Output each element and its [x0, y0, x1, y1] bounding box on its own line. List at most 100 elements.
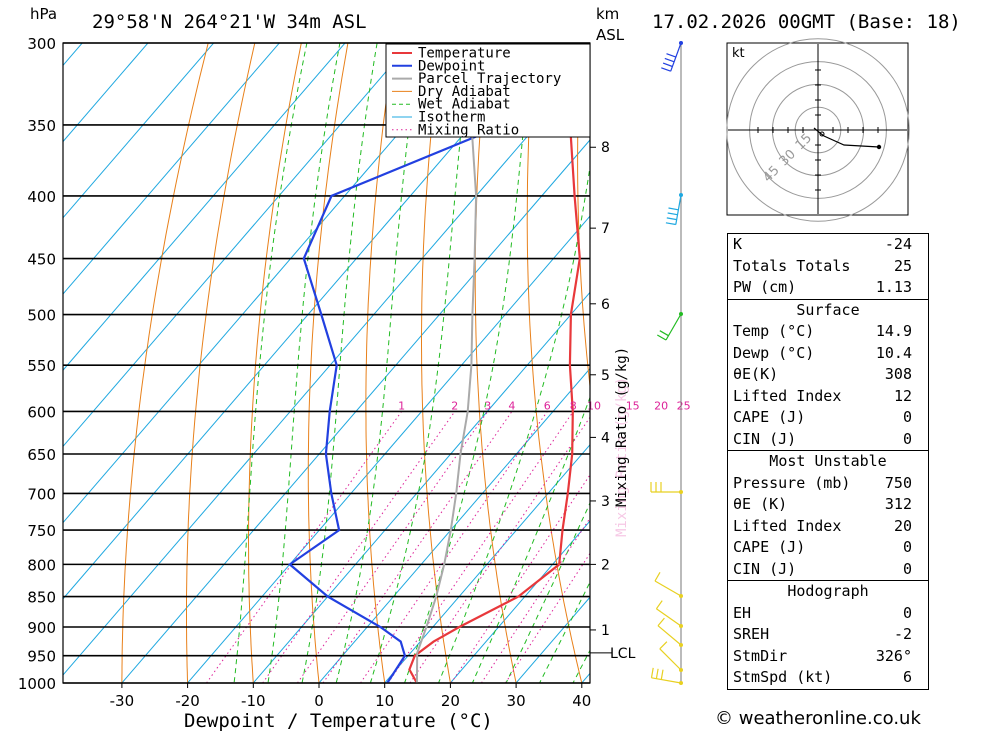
- k-label: K: [733, 235, 743, 253]
- surface-cin: 0: [902, 429, 912, 448]
- wind-barb-flag: [666, 53, 677, 58]
- hodo-title: Hodograph: [787, 582, 869, 600]
- stmspd-label: StmSpd (kt): [733, 668, 833, 686]
- wind-barb-flag: [661, 67, 671, 72]
- hodograph-unit: kt: [732, 46, 745, 61]
- wind-barb-flag: [657, 617, 665, 627]
- pressure-tick-label: 500: [27, 307, 56, 325]
- tt-value: 25: [893, 256, 912, 275]
- wet-adiabat-line: [267, 43, 341, 683]
- pressure-tick-label: 350: [27, 117, 56, 135]
- wind-barb-flag: [655, 600, 663, 610]
- mixing-ratio-tick-label: 4: [508, 399, 515, 412]
- wind-barb-flag: [665, 222, 676, 226]
- hodograph-end-dot: [876, 144, 882, 150]
- x-tick-label: 0: [314, 692, 324, 710]
- km-tick-label: 6: [601, 297, 610, 313]
- mu-cin-label: CIN (J): [733, 559, 797, 578]
- isotherm-line: [121, 139, 590, 683]
- wet-adiabat-line: [505, 501, 590, 683]
- wind-barb-flag: [657, 334, 667, 341]
- isotherm-line: [63, 43, 281, 295]
- pressure-tick-label: 750: [27, 522, 56, 540]
- isotherm-line: [63, 43, 412, 448]
- wind-barb-flag: [662, 62, 673, 68]
- x-tick-label: -30: [110, 692, 135, 710]
- isotherm-line: [318, 367, 590, 683]
- mu-cin: 0: [902, 559, 912, 578]
- x-axis-label: Dewpoint / Temperature (°C): [184, 710, 493, 732]
- wind-barb-flag: [667, 212, 678, 216]
- wind-barb-flag: [659, 641, 668, 650]
- isotherm-line: [63, 43, 346, 371]
- pw-value: 1.13: [875, 278, 912, 296]
- datetime-title: 17.02.2026 00GMT (Base: 18): [652, 11, 961, 33]
- eh-label: EH: [733, 603, 752, 622]
- wind-barb-staff: [656, 608, 682, 627]
- mixing-ratio-tick-label: 15: [626, 399, 640, 412]
- km-tick-label: 7: [601, 221, 610, 237]
- mu-cape: 0: [902, 538, 912, 556]
- wind-barb-flag: [654, 572, 661, 582]
- surface-temp: 14.9: [875, 322, 912, 340]
- km-tick-label: 2: [601, 557, 610, 573]
- mu-theta-label: θE (K): [733, 495, 788, 513]
- hodograph-ring: [726, 38, 910, 222]
- pressure-tick-label: 900: [27, 619, 56, 637]
- wet-adiabat-line: [471, 396, 590, 683]
- wind-barb-flag: [668, 207, 679, 211]
- mixing-ratio-line: [206, 411, 403, 683]
- surface-cape: 0: [902, 408, 912, 426]
- wind-barb-flag: [664, 57, 675, 63]
- wind-barb-staff: [659, 648, 682, 671]
- stmdir-value: 326°: [875, 646, 912, 665]
- x-tick-label: -10: [241, 692, 266, 710]
- pressure-tick-label: 300: [27, 35, 56, 53]
- mixing-ratio-tick-label: 3: [484, 399, 491, 412]
- wet-adiabat-line: [437, 162, 590, 683]
- x-tick-label: -20: [175, 692, 200, 710]
- pressure-tick-label: 1000: [18, 675, 56, 693]
- wet-adiabat-line: [335, 43, 421, 683]
- sreh-value: -2: [893, 625, 912, 643]
- wet-adiabat-line: [369, 43, 472, 683]
- wind-barb-staff: [657, 625, 682, 646]
- sreh-label: SREH: [733, 625, 770, 643]
- wet-adiabat-line: [403, 43, 533, 683]
- isotherm-line: [383, 444, 590, 683]
- mixing-ratio-tick-label: 25: [677, 399, 691, 412]
- axis-labels: 1 2 3 4 6 8 10 15 20 2530035040045050055060065070…: [18, 35, 691, 710]
- dry-adiabat-line: [474, 43, 517, 683]
- mixing-ratio-tick-label: 20: [654, 399, 668, 412]
- surface-theta: 308: [884, 365, 912, 383]
- asl-unit: ASL: [596, 26, 625, 44]
- legend-entry: Dry Adiabat: [418, 84, 511, 100]
- eh-value: 0: [902, 603, 912, 622]
- mu-cape-label: CAPE (J): [733, 538, 806, 556]
- km-tick-label: 3: [601, 494, 610, 510]
- mu-li: 20: [893, 516, 912, 535]
- indices-table: K -24 Totals Totals 25 PW (cm) 1.13 Surface…: [727, 233, 929, 690]
- surface-title: Surface: [796, 300, 860, 319]
- pressure-tick-label: 800: [27, 556, 56, 574]
- pressure-tick-label: 950: [27, 648, 56, 666]
- wind-barb-flag: [666, 217, 677, 221]
- mixing-ratio-line: [360, 411, 548, 683]
- isotherm-line: [63, 43, 149, 143]
- mu-pres: 750: [884, 473, 912, 492]
- km-tick-label: 1: [601, 623, 610, 639]
- legend-entry: Isotherm: [418, 110, 485, 126]
- surface-temp-label: Temp (°C): [733, 322, 815, 340]
- mixing-ratio-line: [504, 552, 590, 683]
- pressure-tick-label: 700: [27, 485, 56, 503]
- pw-label: PW (cm): [733, 278, 797, 296]
- temperature-line: [408, 43, 581, 683]
- dry-adiabat-line: [953, 43, 1000, 683]
- km-unit: km: [596, 5, 619, 23]
- mu-title: Most Unstable: [769, 452, 887, 470]
- legend-entry: Parcel Trajectory: [418, 71, 561, 87]
- wind-barb-flag: [659, 330, 669, 337]
- credit-link[interactable]: © weatheronline.co.uk: [715, 708, 921, 729]
- pressure-tick-label: 600: [27, 403, 56, 421]
